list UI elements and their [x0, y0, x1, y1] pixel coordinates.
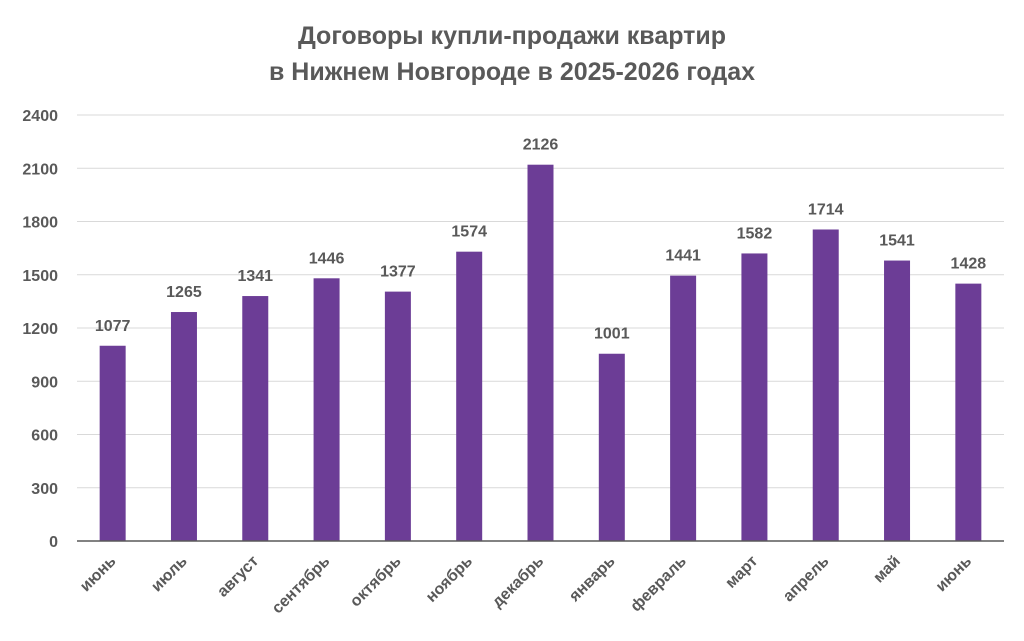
y-tick-label: 300	[31, 481, 58, 498]
data-label: 1541	[879, 233, 915, 250]
y-tick-label: 1200	[22, 321, 58, 338]
bar	[313, 278, 340, 541]
x-axis-labels: июнь июль август сентябрь октябрь ноябрь декаб…	[77, 553, 975, 618]
category-label: июнь	[933, 553, 976, 596]
bar	[812, 229, 839, 542]
category-label: декабрь	[489, 553, 547, 611]
data-label: 1441	[665, 248, 701, 265]
y-tick-label: 900	[31, 374, 58, 391]
bar	[99, 345, 126, 541]
data-label: 1714	[808, 201, 844, 218]
y-tick-label: 2100	[22, 161, 58, 178]
data-label: 1001	[594, 326, 630, 343]
bars	[99, 164, 982, 542]
category-label: февраль	[628, 553, 690, 615]
category-label: май	[870, 553, 903, 586]
chart-title: Договоры купли-продажи квартир в Нижнем …	[0, 18, 1024, 90]
data-label: 1428	[951, 256, 987, 273]
category-label: октябрь	[347, 553, 405, 611]
category-label: март	[722, 553, 761, 592]
y-axis-ticks: 0 300 600 900 1200 1500 1800 2100 2400	[22, 108, 58, 551]
category-label: сентябрь	[269, 553, 334, 618]
data-label: 1265	[166, 284, 202, 301]
data-label: 1446	[309, 250, 345, 267]
data-label: 2126	[523, 137, 559, 154]
y-tick-label: 2400	[22, 108, 58, 125]
data-label: 1582	[737, 225, 773, 242]
category-label: июль	[148, 553, 191, 596]
y-tick-label: 1800	[22, 215, 58, 232]
data-label: 1574	[451, 224, 487, 241]
category-label: июнь	[77, 553, 120, 596]
bar	[242, 296, 269, 541]
bar	[741, 253, 768, 541]
bar	[384, 291, 411, 541]
chart-title-line-1: Договоры купли-продажи квартир	[297, 22, 727, 50]
bar	[527, 164, 554, 541]
category-label: январь	[566, 553, 619, 606]
bar	[884, 260, 911, 541]
category-label: ноябрь	[423, 553, 476, 606]
y-tick-label: 1500	[22, 268, 58, 285]
bar	[598, 353, 625, 541]
bar	[955, 283, 982, 541]
data-label: 1077	[95, 318, 131, 335]
y-tick-label: 0	[49, 534, 58, 551]
bar	[170, 312, 197, 541]
bar	[670, 275, 697, 541]
category-label: август	[214, 553, 262, 601]
data-labels: 1077 1265 1341 1446 1377 1574 2126 1001 1441 1582…	[95, 137, 986, 343]
bar	[456, 251, 483, 542]
data-label: 1377	[380, 264, 416, 281]
data-label: 1341	[237, 268, 273, 285]
chart-title-line-2: в Нижнем Новгороде в 2025-2026 годах	[268, 58, 756, 86]
category-label: апрель	[780, 553, 833, 606]
y-tick-label: 600	[31, 428, 58, 445]
